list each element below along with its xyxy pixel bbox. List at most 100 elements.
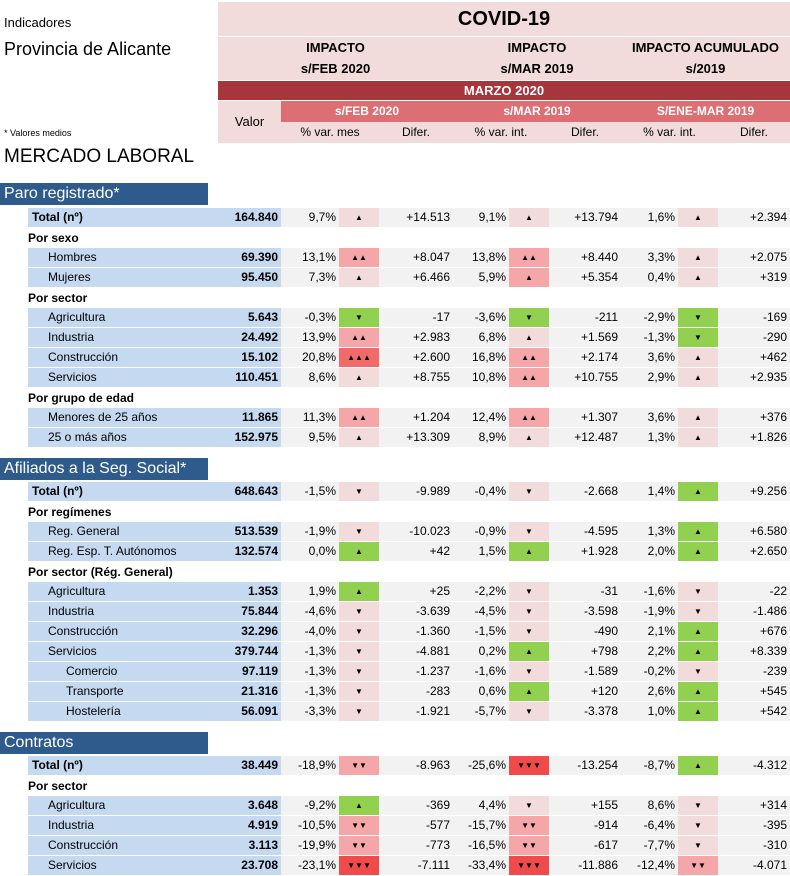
trend-arrow-icon: ▼: [339, 642, 379, 661]
table-row: Construcción 15.102 20,8% ▲▲▲ +2.600 16,8% ▲▲ +…: [0, 348, 790, 367]
var-int-acum-cell: 1,0%: [621, 702, 678, 721]
var-int-acum-cell: -2,9%: [621, 308, 678, 327]
row-label: Construcción: [28, 348, 218, 367]
mercado-laboral-title: MERCADO LABORAL: [4, 146, 195, 167]
difer-cell: -13.254: [549, 756, 621, 775]
difer-cell: -3.378: [549, 702, 621, 721]
row-label: Total (nº): [28, 208, 218, 227]
trend-arrow-icon: ▼: [339, 308, 379, 327]
subheader-difer-2: Difer.: [549, 122, 621, 143]
value-cell: 152.975: [218, 428, 281, 447]
table-row: Agricultura 1.353 1,9% ▲ +25 -2,2% ▼ -31 -1,6% ▼ -…: [0, 582, 790, 601]
var-int-acum-cell: -1,9%: [621, 602, 678, 621]
value-cell: 648.643: [218, 482, 281, 501]
valores-medios-note: * Valores medios: [4, 128, 72, 138]
var-int-acum-cell: 2,2%: [621, 642, 678, 661]
var-int-acum-cell: -7,7%: [621, 836, 678, 855]
trend-arrow-icon: ▼▼: [339, 836, 379, 855]
var-int-acum-cell: 2,6%: [621, 682, 678, 701]
trend-arrow-icon: ▲: [339, 796, 379, 815]
value-cell: 21.316: [218, 682, 281, 701]
trend-arrow-icon: ▲: [678, 268, 718, 287]
difer-cell: +798: [549, 642, 621, 661]
section-paro-registrado: Paro registrado*: [0, 183, 208, 205]
var-int-cell: 10,8%: [453, 368, 509, 387]
difer-acum-cell: +2.075: [718, 248, 790, 267]
table-row: Construcción 3.113 -19,9% ▼▼ -773 -16,5% ▼▼ -61…: [0, 836, 790, 855]
difer-acum-cell: +676: [718, 622, 790, 641]
trend-arrow-icon: ▼: [509, 482, 549, 501]
trend-arrow-icon: ▲▲: [339, 408, 379, 427]
trend-arrow-icon: ▲: [339, 542, 379, 561]
difer-cell: -617: [549, 836, 621, 855]
impacto-acum-line2: s/2019: [685, 61, 726, 76]
difer-acum-cell: -239: [718, 662, 790, 681]
difer-cell: -1.360: [379, 622, 453, 641]
trend-arrow-icon: ▲: [509, 428, 549, 447]
var-mes-cell: 20,8%: [281, 348, 339, 367]
impacto-mar-header: IMPACTO s/MAR 2019: [453, 37, 621, 80]
difer-acum-cell: +2.935: [718, 368, 790, 387]
table-row: Hombres 69.390 13,1% ▲▲ +8.047 13,8% ▲▲ +8.440 3…: [0, 248, 790, 267]
trend-arrow-icon: ▼: [509, 796, 549, 815]
row-label: Mujeres: [28, 268, 218, 287]
row-label: Reg. Esp. T. Autónomos: [28, 542, 218, 561]
trend-arrow-icon: ▼: [678, 816, 718, 835]
difer-cell: +2.983: [379, 328, 453, 347]
group-paro-por-edad: Por grupo de edad: [28, 391, 135, 405]
difer-cell: -8.963: [379, 756, 453, 775]
trend-arrow-icon: ▼: [678, 796, 718, 815]
var-int-acum-cell: -8,7%: [621, 756, 678, 775]
value-cell: 164.840: [218, 208, 281, 227]
row-label: 25 o más años: [28, 428, 218, 447]
var-int-cell: 16,8%: [453, 348, 509, 367]
difer-cell: -211: [549, 308, 621, 327]
value-cell: 3.648: [218, 796, 281, 815]
provincia-title: Provincia de Alicante: [4, 39, 172, 59]
var-mes-cell: -4,0%: [281, 622, 339, 641]
var-int-cell: 5,9%: [453, 268, 509, 287]
var-int-acum-cell: 1,6%: [621, 208, 678, 227]
var-int-cell: -0,4%: [453, 482, 509, 501]
trend-arrow-icon: ▲: [678, 368, 718, 387]
var-mes-cell: 8,6%: [281, 368, 339, 387]
trend-arrow-icon: ▲: [678, 208, 718, 227]
impacto-mar-line1: IMPACTO: [507, 40, 567, 55]
difer-acum-cell: -22: [718, 582, 790, 601]
trend-arrow-icon: ▲: [678, 482, 718, 501]
var-int-acum-cell: -12,4%: [621, 856, 678, 875]
trend-arrow-icon: ▼: [678, 602, 718, 621]
var-int-cell: 0,6%: [453, 682, 509, 701]
difer-cell: +6.466: [379, 268, 453, 287]
value-cell: 4.919: [218, 816, 281, 835]
table-row: Servicios 379.744 -1,3% ▼ -4.881 0,2% ▲ +798 2,2…: [0, 642, 790, 661]
value-cell: 75.844: [218, 602, 281, 621]
difer-cell: +42: [379, 542, 453, 561]
table-row: Agricultura 3.648 -9,2% ▲ -369 4,4% ▼ +155 8,6% ▼…: [0, 796, 790, 815]
var-int-cell: -5,7%: [453, 702, 509, 721]
subheader-var-int-2: % var. int.: [621, 122, 718, 143]
var-int-cell: 8,9%: [453, 428, 509, 447]
trend-arrow-icon: ▲: [678, 756, 718, 775]
table-row: Hostelería 56.091 -3,3% ▼ -1.921 -5,7% ▼ -3.378…: [0, 702, 790, 721]
var-mes-cell: 0,0%: [281, 542, 339, 561]
trend-arrow-icon: ▲▲: [509, 348, 549, 367]
trend-arrow-icon: ▲: [509, 642, 549, 661]
trend-arrow-icon: ▼: [339, 662, 379, 681]
trend-arrow-icon: ▼▼: [509, 816, 549, 835]
trend-arrow-icon: ▼: [339, 702, 379, 721]
row-label: Construcción: [28, 836, 218, 855]
table-row: Mujeres 95.450 7,3% ▲ +6.466 5,9% ▲ +5.354 0,4% ▲…: [0, 268, 790, 287]
difer-cell: -10.023: [379, 522, 453, 541]
var-mes-cell: -0,3%: [281, 308, 339, 327]
var-int-cell: -2,2%: [453, 582, 509, 601]
trend-arrow-icon: ▲: [509, 328, 549, 347]
difer-cell: -914: [549, 816, 621, 835]
var-mes-cell: -18,9%: [281, 756, 339, 775]
difer-acum-cell: +2.394: [718, 208, 790, 227]
valor-header: Valor: [218, 101, 281, 143]
trend-arrow-icon: ▲▲: [339, 328, 379, 347]
difer-cell: +25: [379, 582, 453, 601]
row-label: Reg. General: [28, 522, 218, 541]
trend-arrow-icon: ▼: [509, 602, 549, 621]
